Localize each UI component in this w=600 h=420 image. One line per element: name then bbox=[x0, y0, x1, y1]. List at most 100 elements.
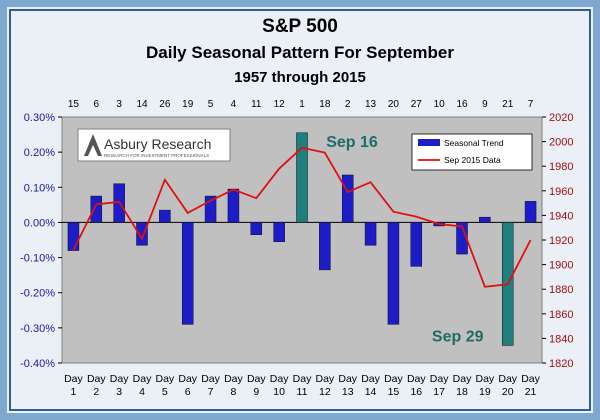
bar-day-11 bbox=[296, 132, 308, 223]
x-tick-label: Day 18 bbox=[453, 373, 472, 398]
date-label: 26 bbox=[159, 99, 171, 110]
date-label: 6 bbox=[94, 99, 100, 110]
left-tick-label: 0.30% bbox=[24, 112, 55, 124]
bar-day-6 bbox=[181, 222, 194, 325]
x-tick-label: Day 20 bbox=[498, 373, 517, 398]
date-label: 27 bbox=[411, 99, 423, 110]
bar-day-5 bbox=[159, 209, 171, 223]
legend-swatch-seasonal bbox=[418, 139, 440, 146]
x-tick-label: Day 10 bbox=[270, 373, 289, 398]
chart-subtitle: Daily Seasonal Pattern For September bbox=[146, 43, 454, 62]
right-tick-label: 1880 bbox=[549, 284, 573, 296]
left-tick-label: -0.30% bbox=[20, 323, 55, 335]
date-label: 5 bbox=[208, 99, 214, 110]
bar-day-2 bbox=[90, 195, 103, 223]
bar-day-21 bbox=[524, 201, 537, 223]
right-tick-label: 2020 bbox=[549, 112, 573, 124]
legend: Seasonal Trend Sep 2015 Data bbox=[411, 133, 533, 171]
logo-tagline: RESEARCH FOR INVESTMENT PROFESSIONALS bbox=[104, 153, 209, 158]
right-tick-label: 1960 bbox=[549, 186, 573, 198]
bar-day-14 bbox=[364, 222, 377, 246]
bar-day-19 bbox=[479, 216, 491, 223]
annotations: Sep 16 Sep 29 bbox=[326, 134, 483, 346]
right-tick-label: 1840 bbox=[549, 333, 573, 345]
x-tick-label: Day 11 bbox=[293, 373, 312, 398]
bar-day-15 bbox=[387, 222, 400, 325]
x-tick-label: Day 19 bbox=[476, 373, 495, 398]
left-tick-label: 0.20% bbox=[24, 147, 55, 159]
x-tick-label: Day 15 bbox=[384, 373, 403, 398]
date-label: 19 bbox=[182, 99, 194, 110]
x-tick-label: Day 1 bbox=[64, 373, 83, 398]
bar-day-13 bbox=[341, 174, 354, 223]
date-label: 10 bbox=[434, 99, 446, 110]
date-label: 11 bbox=[251, 99, 262, 110]
asbury-logo: Asbury Research RESEARCH FOR INVESTMENT … bbox=[77, 128, 231, 162]
legend-label-sep2015: Sep 2015 Data bbox=[444, 155, 501, 165]
date-label: 1 bbox=[299, 99, 305, 110]
date-labels: 15 6 3 14 26 19 5 4 11 12 1 18 2 13 20 27 10 16 9 21 7 bbox=[68, 99, 534, 110]
date-label: 15 bbox=[68, 99, 80, 110]
chart-title: S&P 500 bbox=[262, 16, 338, 37]
right-tick-label: 1940 bbox=[549, 210, 573, 222]
legend-label-seasonal: Seasonal Trend bbox=[444, 138, 504, 148]
date-label: 13 bbox=[365, 99, 377, 110]
date-label: 7 bbox=[528, 99, 534, 110]
date-label: 18 bbox=[319, 99, 331, 110]
x-tick-label: Day 5 bbox=[156, 373, 175, 398]
date-label: 21 bbox=[502, 99, 514, 110]
right-tick-label: 1860 bbox=[549, 309, 573, 321]
right-tick-label: 1900 bbox=[549, 260, 573, 272]
x-tick-label: Day 2 bbox=[87, 373, 106, 398]
bar-day-4 bbox=[136, 222, 148, 246]
x-tick-label: Day 12 bbox=[316, 373, 335, 398]
asbury-logo-mark bbox=[84, 134, 102, 156]
left-tick-label: -0.10% bbox=[20, 253, 55, 265]
date-label: 9 bbox=[482, 99, 488, 110]
line-group bbox=[72, 146, 532, 288]
date-label: 16 bbox=[456, 99, 468, 110]
right-tick-label: 1820 bbox=[549, 358, 573, 370]
date-label: 12 bbox=[274, 99, 286, 110]
bar-day-16 bbox=[410, 222, 423, 267]
annotation-sep-29: Sep 29 bbox=[432, 328, 484, 345]
date-label: 20 bbox=[388, 99, 400, 110]
bar-day-12 bbox=[319, 222, 331, 271]
right-axis: 1820 1840 1860 1880 1900 1920 1940 1960 1980 2000… bbox=[542, 112, 573, 370]
date-label: 14 bbox=[136, 99, 148, 110]
date-label: 2 bbox=[345, 99, 351, 110]
x-tick-label: Day 21 bbox=[521, 373, 540, 398]
x-tick-label: Day 6 bbox=[178, 373, 197, 398]
x-tick-label: Day 7 bbox=[201, 373, 220, 398]
bar-day-18 bbox=[456, 222, 468, 255]
bar-day-9 bbox=[250, 222, 263, 235]
right-tick-label: 1980 bbox=[549, 161, 573, 173]
chart-subtitle-years: 1957 through 2015 bbox=[234, 69, 366, 86]
x-tick-label: Day 9 bbox=[247, 373, 266, 398]
left-tick-label: 0.00% bbox=[24, 217, 55, 229]
bar-day-1 bbox=[67, 222, 80, 251]
date-label: 4 bbox=[231, 99, 237, 110]
x-tick-label: Day 16 bbox=[407, 373, 426, 398]
left-tick-label: 0.10% bbox=[24, 182, 55, 194]
x-tick-label: Day 13 bbox=[338, 373, 357, 398]
x-tick-label: Day 4 bbox=[133, 373, 152, 398]
x-tick-label: Day 3 bbox=[110, 373, 129, 398]
date-label: 3 bbox=[116, 99, 122, 110]
x-tick-label: Day 17 bbox=[430, 373, 449, 398]
left-tick-label: -0.40% bbox=[20, 358, 55, 370]
right-tick-label: 2000 bbox=[549, 137, 573, 149]
sep-2015-line bbox=[72, 146, 532, 288]
x-tick-label: Day 8 bbox=[224, 373, 243, 398]
left-axis: -0.40% -0.30% -0.20% -0.10% 0.00% 0.10% 0.20% 0… bbox=[20, 112, 62, 370]
bar-day-8 bbox=[227, 188, 240, 223]
right-tick-label: 1920 bbox=[549, 235, 573, 247]
logo-name: Asbury Research bbox=[104, 136, 211, 152]
annotation-sep-16: Sep 16 bbox=[326, 134, 378, 151]
bar-day-10 bbox=[273, 222, 285, 243]
x-tick-label: Day 14 bbox=[361, 373, 380, 398]
left-tick-label: -0.20% bbox=[20, 288, 55, 300]
bar-day-7 bbox=[204, 195, 217, 223]
